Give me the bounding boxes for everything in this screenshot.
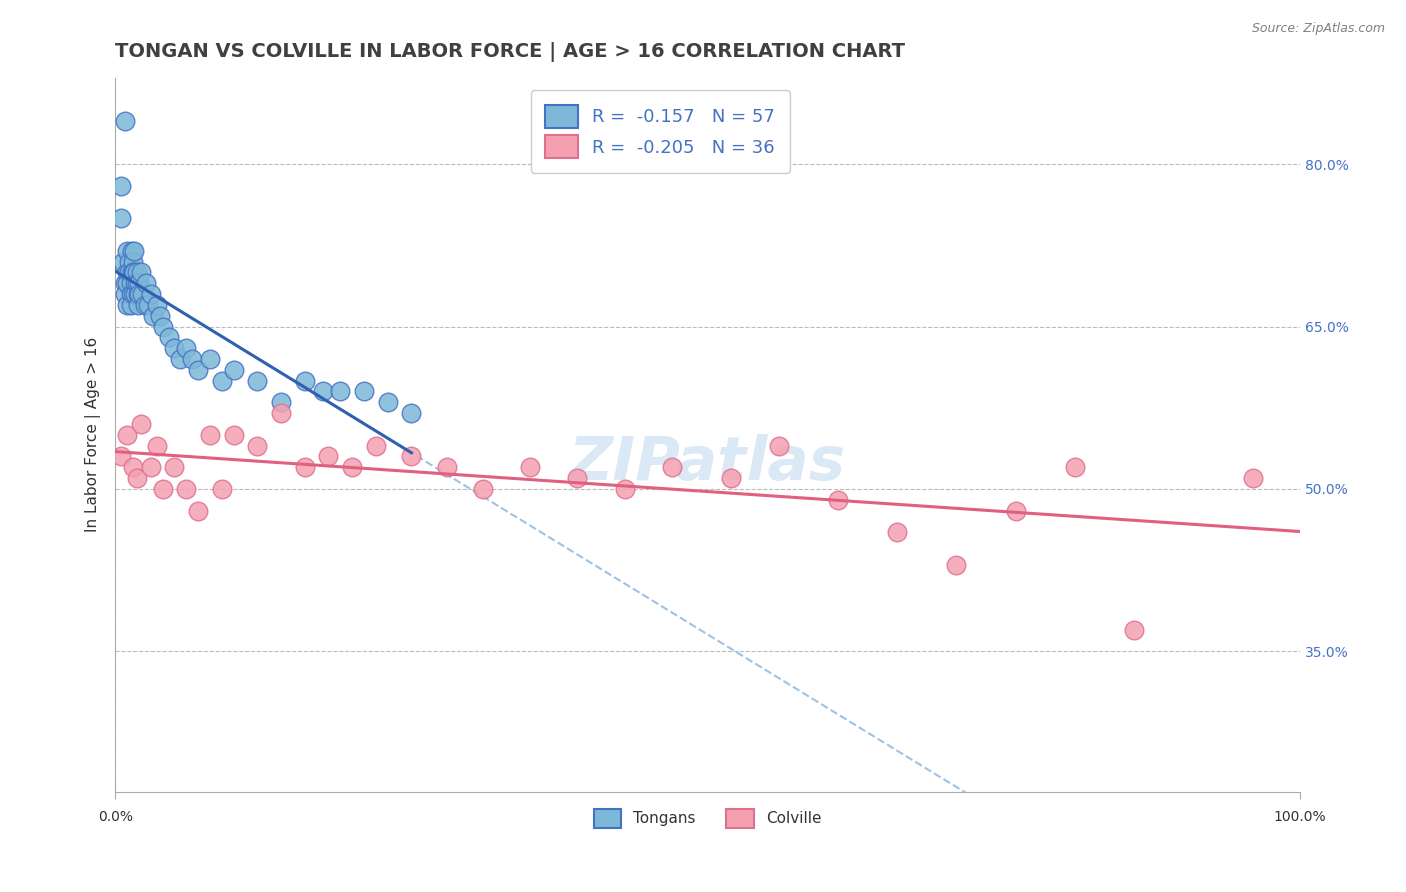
Point	[142, 309, 165, 323]
Point	[211, 374, 233, 388]
Point	[110, 211, 132, 226]
Point	[1123, 623, 1146, 637]
Point	[222, 427, 245, 442]
Point	[122, 265, 145, 279]
Point	[1004, 503, 1026, 517]
Point	[145, 298, 167, 312]
Point	[128, 277, 150, 291]
Point	[122, 265, 145, 279]
Point	[131, 287, 153, 301]
Point	[122, 244, 145, 258]
Point	[567, 471, 589, 485]
Point	[187, 363, 209, 377]
Point	[115, 298, 138, 312]
Point	[125, 265, 148, 279]
Legend: Tongans, Colville: Tongans, Colville	[588, 803, 828, 834]
Point	[401, 406, 423, 420]
Point	[114, 277, 136, 291]
Point	[120, 277, 142, 291]
Point	[135, 277, 157, 291]
Point	[294, 374, 316, 388]
Point	[125, 471, 148, 485]
Point	[139, 287, 162, 301]
Point	[118, 265, 141, 279]
Point	[112, 254, 135, 268]
Point	[519, 460, 541, 475]
Point	[115, 427, 138, 442]
Point	[124, 277, 146, 291]
Point	[124, 287, 146, 301]
Point	[768, 439, 790, 453]
Text: ZIPatlas: ZIPatlas	[569, 434, 846, 493]
Point	[401, 450, 423, 464]
Point	[152, 482, 174, 496]
Point	[945, 558, 967, 572]
Point	[125, 277, 148, 291]
Point	[222, 363, 245, 377]
Point	[145, 439, 167, 453]
Point	[181, 351, 204, 366]
Point	[198, 351, 221, 366]
Point	[1064, 460, 1087, 475]
Point	[128, 287, 150, 301]
Point	[122, 460, 145, 475]
Point	[353, 384, 375, 399]
Point	[436, 460, 458, 475]
Point	[613, 482, 636, 496]
Point	[311, 384, 333, 399]
Point	[138, 298, 160, 312]
Point	[340, 460, 363, 475]
Text: TONGAN VS COLVILLE IN LABOR FORCE | AGE > 16 CORRELATION CHART: TONGAN VS COLVILLE IN LABOR FORCE | AGE …	[115, 42, 905, 62]
Text: Source: ZipAtlas.com: Source: ZipAtlas.com	[1251, 22, 1385, 36]
Point	[886, 525, 908, 540]
Point	[149, 309, 172, 323]
Point	[134, 298, 156, 312]
Point	[270, 395, 292, 409]
Point	[1241, 471, 1264, 485]
Point	[110, 178, 132, 193]
Y-axis label: In Labor Force | Age > 16: In Labor Force | Age > 16	[86, 337, 101, 533]
Point	[129, 417, 152, 431]
Point	[827, 492, 849, 507]
Point	[120, 298, 142, 312]
Point	[246, 374, 269, 388]
Point	[114, 114, 136, 128]
Point	[127, 287, 149, 301]
Point	[121, 265, 143, 279]
Point	[121, 244, 143, 258]
Point	[129, 265, 152, 279]
Point	[120, 287, 142, 301]
Point	[122, 254, 145, 268]
Point	[127, 298, 149, 312]
Point	[329, 384, 352, 399]
Point	[720, 471, 742, 485]
Point	[174, 341, 197, 355]
Point	[364, 439, 387, 453]
Point	[294, 460, 316, 475]
Point	[115, 265, 138, 279]
Point	[270, 406, 292, 420]
Point	[163, 341, 186, 355]
Point	[246, 439, 269, 453]
Point	[187, 503, 209, 517]
Point	[471, 482, 494, 496]
Point	[118, 254, 141, 268]
Point	[114, 287, 136, 301]
Point	[211, 482, 233, 496]
Point	[318, 450, 340, 464]
Point	[169, 351, 191, 366]
Point	[163, 460, 186, 475]
Point	[139, 460, 162, 475]
Point	[198, 427, 221, 442]
Point	[115, 244, 138, 258]
Point	[152, 319, 174, 334]
Point	[110, 450, 132, 464]
Point	[174, 482, 197, 496]
Point	[115, 277, 138, 291]
Point	[661, 460, 683, 475]
Point	[377, 395, 399, 409]
Point	[157, 330, 180, 344]
Point	[122, 287, 145, 301]
